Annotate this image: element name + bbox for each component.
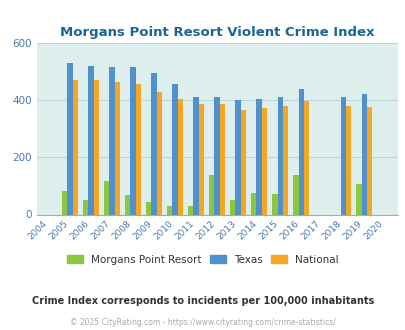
Title: Morgans Point Resort Violent Crime Index: Morgans Point Resort Violent Crime Index	[60, 26, 373, 39]
Bar	[130, 67, 136, 214]
Bar	[193, 97, 198, 214]
Bar	[366, 107, 371, 214]
Bar	[94, 80, 99, 214]
Bar	[230, 200, 235, 214]
Bar	[125, 195, 130, 215]
Bar	[73, 80, 78, 214]
Bar	[83, 200, 88, 214]
Bar	[340, 97, 345, 214]
Bar	[151, 73, 156, 215]
Bar	[240, 110, 246, 214]
Bar	[209, 175, 214, 214]
Text: © 2025 CityRating.com - https://www.cityrating.com/crime-statistics/: © 2025 CityRating.com - https://www.city…	[70, 318, 335, 327]
Bar	[188, 207, 193, 215]
Bar	[277, 97, 282, 214]
Bar	[271, 194, 277, 214]
Bar	[104, 181, 109, 214]
Bar	[261, 108, 267, 214]
Bar	[177, 99, 183, 214]
Bar	[88, 66, 94, 214]
Text: Crime Index corresponds to incidents per 100,000 inhabitants: Crime Index corresponds to incidents per…	[32, 296, 373, 306]
Bar	[109, 67, 115, 214]
Legend: Morgans Point Resort, Texas, National: Morgans Point Resort, Texas, National	[63, 250, 342, 269]
Bar	[250, 193, 256, 214]
Bar	[172, 84, 177, 214]
Bar	[146, 202, 151, 214]
Bar	[62, 191, 67, 214]
Bar	[256, 99, 261, 214]
Bar	[166, 207, 172, 215]
Bar	[67, 63, 73, 214]
Bar	[303, 101, 309, 214]
Bar	[214, 97, 220, 214]
Bar	[345, 106, 351, 214]
Bar	[115, 82, 120, 214]
Bar	[292, 175, 298, 214]
Bar	[282, 106, 288, 214]
Bar	[355, 183, 360, 214]
Bar	[298, 89, 303, 214]
Bar	[136, 84, 141, 214]
Bar	[156, 92, 162, 214]
Bar	[235, 100, 240, 214]
Bar	[360, 94, 366, 214]
Bar	[220, 104, 225, 214]
Bar	[198, 104, 204, 214]
